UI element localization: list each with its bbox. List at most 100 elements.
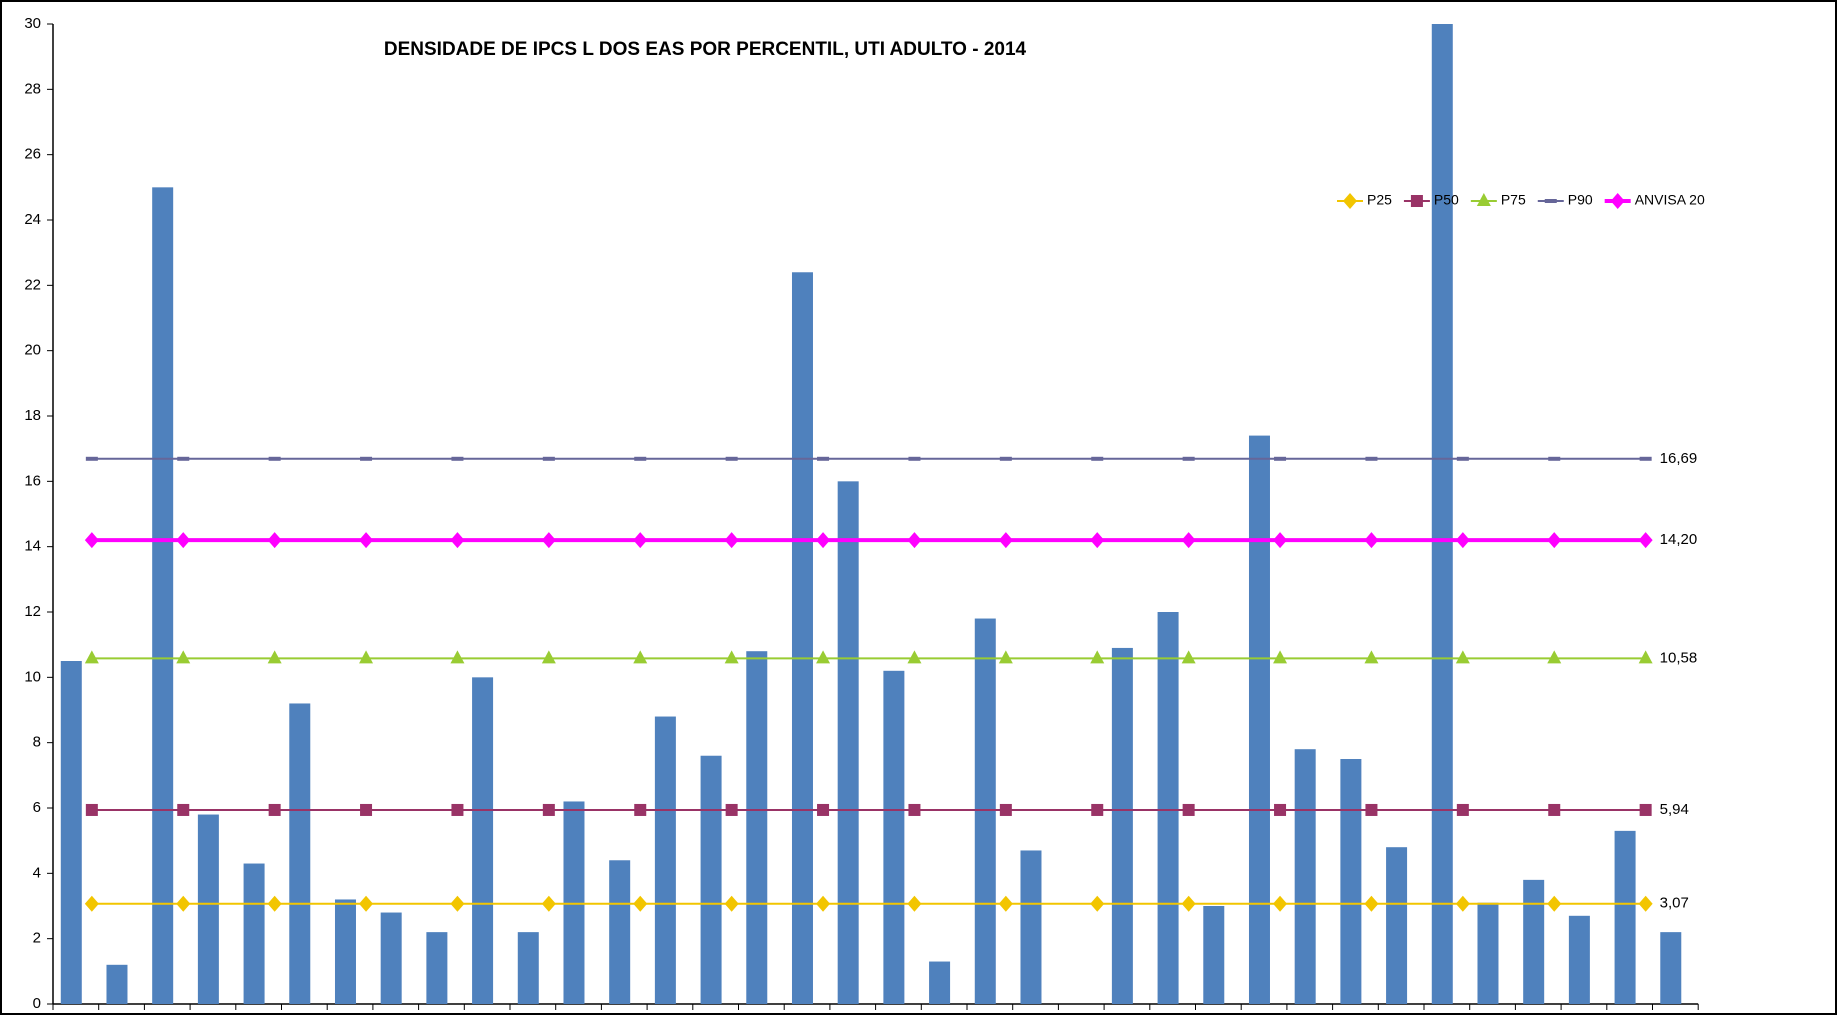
line-marker bbox=[1364, 532, 1379, 549]
y-tick-label: 14 bbox=[24, 538, 41, 555]
line-marker bbox=[1273, 895, 1288, 912]
line-marker bbox=[1274, 803, 1287, 816]
line-marker bbox=[1455, 650, 1470, 664]
bar bbox=[1614, 830, 1636, 1004]
line-marker bbox=[907, 650, 922, 664]
line-marker bbox=[725, 803, 738, 816]
line-marker bbox=[725, 456, 738, 461]
y-tick-label: 10 bbox=[24, 668, 41, 685]
bar bbox=[746, 651, 768, 1004]
bar bbox=[1523, 879, 1545, 1004]
line-marker bbox=[1091, 803, 1104, 816]
line-marker bbox=[267, 895, 282, 912]
y-tick-label: 0 bbox=[33, 995, 41, 1012]
bar bbox=[1431, 24, 1453, 1004]
bar bbox=[1111, 647, 1133, 1004]
line-marker bbox=[1090, 532, 1105, 549]
legend-label: P75 bbox=[1501, 192, 1526, 208]
bar bbox=[334, 899, 356, 1004]
bar bbox=[1294, 749, 1316, 1004]
bar bbox=[700, 755, 722, 1004]
y-tick-label: 8 bbox=[33, 734, 41, 751]
y-tick-label: 20 bbox=[24, 342, 41, 359]
line-marker bbox=[541, 650, 556, 664]
y-tick-label: 26 bbox=[24, 146, 41, 163]
data-label: 5,94 bbox=[1660, 801, 1689, 818]
bar bbox=[1203, 906, 1225, 1004]
bar bbox=[1020, 850, 1042, 1004]
y-tick-label: 4 bbox=[33, 864, 41, 881]
line-marker bbox=[816, 650, 831, 664]
y-tick-label: 12 bbox=[24, 603, 41, 620]
line-marker bbox=[999, 803, 1012, 816]
bar bbox=[1386, 847, 1408, 1004]
bar bbox=[60, 661, 82, 1004]
line-marker bbox=[1365, 803, 1378, 816]
bar bbox=[197, 814, 219, 1004]
bar bbox=[426, 932, 448, 1004]
legend-label: P25 bbox=[1367, 192, 1392, 208]
line-marker bbox=[1365, 456, 1378, 461]
line-marker bbox=[633, 650, 648, 664]
line-marker bbox=[998, 650, 1013, 664]
line-marker bbox=[999, 456, 1012, 461]
line-marker bbox=[1181, 895, 1196, 912]
line-marker bbox=[633, 895, 648, 912]
line-marker bbox=[84, 532, 99, 549]
line-marker bbox=[1547, 895, 1562, 912]
bar bbox=[472, 677, 494, 1004]
line-marker bbox=[177, 456, 190, 461]
y-tick-label: 16 bbox=[24, 472, 41, 489]
legend-label: ANVISA 20 bbox=[1635, 192, 1705, 208]
chart-title: DENSIDADE DE IPCS L DOS EAS POR PERCENTI… bbox=[384, 39, 1027, 60]
bar bbox=[1248, 435, 1270, 1005]
line-marker bbox=[176, 532, 191, 549]
line-marker bbox=[84, 650, 99, 664]
line-marker bbox=[542, 456, 555, 461]
y-tick-label: 6 bbox=[33, 799, 41, 816]
line-marker bbox=[1274, 456, 1287, 461]
line-marker bbox=[908, 803, 921, 816]
line-marker bbox=[176, 650, 191, 664]
line-marker bbox=[267, 650, 282, 664]
line-marker bbox=[1456, 803, 1469, 816]
y-tick-label: 30 bbox=[24, 15, 41, 32]
line-marker bbox=[634, 803, 647, 816]
bar bbox=[929, 961, 951, 1004]
bar bbox=[837, 481, 859, 1004]
line-marker bbox=[1181, 532, 1196, 549]
bar bbox=[152, 187, 174, 1005]
data-label: 10,58 bbox=[1660, 649, 1698, 666]
bar bbox=[1340, 759, 1362, 1004]
line-marker bbox=[998, 895, 1013, 912]
line-marker bbox=[541, 532, 556, 549]
bar bbox=[106, 964, 128, 1004]
line-marker bbox=[85, 803, 98, 816]
data-label: 3,07 bbox=[1660, 895, 1689, 912]
line-marker bbox=[1610, 193, 1625, 209]
line-marker bbox=[1547, 532, 1562, 549]
line-marker bbox=[1638, 650, 1653, 664]
y-tick-label: 2 bbox=[33, 930, 41, 947]
line-marker bbox=[450, 895, 465, 912]
bar bbox=[1157, 612, 1179, 1004]
bar bbox=[1660, 932, 1682, 1004]
line-marker bbox=[450, 532, 465, 549]
data-label: 16,69 bbox=[1660, 450, 1698, 467]
data-label: 14,20 bbox=[1660, 531, 1698, 548]
line-marker bbox=[542, 803, 555, 816]
line-marker bbox=[450, 650, 465, 664]
line-marker bbox=[1548, 456, 1561, 461]
line-marker bbox=[1639, 803, 1652, 816]
line-marker bbox=[1547, 650, 1562, 664]
line-marker bbox=[1182, 803, 1195, 816]
line-marker bbox=[1410, 195, 1423, 207]
line-marker bbox=[1343, 193, 1357, 209]
line-marker bbox=[1476, 193, 1491, 206]
line-marker bbox=[1090, 895, 1105, 912]
bar bbox=[380, 912, 402, 1004]
bar bbox=[289, 703, 311, 1004]
line-marker bbox=[817, 456, 830, 461]
line-marker bbox=[633, 532, 648, 549]
bar bbox=[974, 618, 996, 1004]
